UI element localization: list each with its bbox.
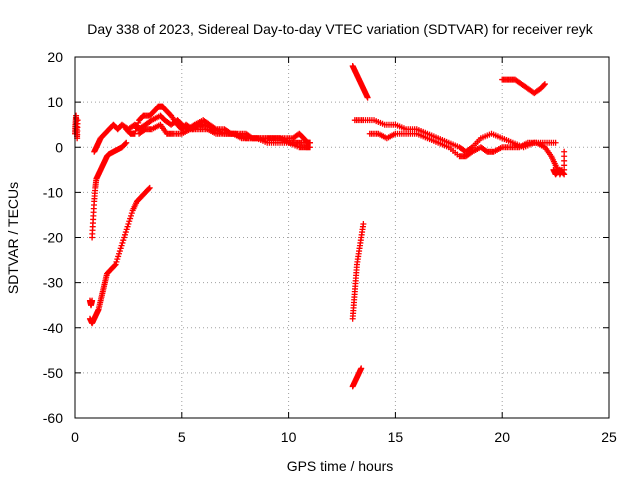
data-point <box>121 231 128 238</box>
data-point <box>125 220 132 227</box>
data-point <box>134 122 141 129</box>
y-tick-label: -30 <box>43 275 63 291</box>
data-point <box>135 119 142 126</box>
series-arc-b <box>89 139 130 241</box>
y-tick-label: -40 <box>43 320 63 336</box>
data-point <box>123 226 130 233</box>
grid-lines <box>75 57 609 418</box>
data-point <box>561 148 568 155</box>
x-tick-label: 20 <box>494 429 510 445</box>
data-point <box>358 365 365 372</box>
data-point <box>145 185 152 192</box>
series-arc-g <box>349 63 371 101</box>
series-arc-f2 <box>349 220 367 322</box>
data-point <box>541 81 548 88</box>
series-arc-j <box>499 76 548 97</box>
data-point <box>127 212 134 219</box>
data-point <box>360 220 367 227</box>
data-point <box>123 139 130 146</box>
series-arc-c <box>91 112 313 155</box>
data-point <box>114 256 121 263</box>
data-point <box>127 215 134 222</box>
plot-frame <box>74 56 610 419</box>
data-points <box>72 63 568 390</box>
data-point <box>133 125 140 132</box>
data-point <box>146 184 153 191</box>
data-point <box>560 170 567 177</box>
series-arc-e <box>136 121 313 146</box>
data-point <box>89 297 96 304</box>
series-arc-a2 <box>86 184 153 327</box>
data-point <box>118 242 125 249</box>
data-point <box>122 140 129 147</box>
data-point <box>132 128 139 135</box>
y-tick-label: -10 <box>43 184 63 200</box>
data-point <box>128 210 135 217</box>
data-point <box>306 139 313 146</box>
data-point <box>120 237 127 244</box>
data-point <box>113 258 120 265</box>
y-tick-label: -60 <box>43 410 63 426</box>
y-axis-label: SDTVAR / TECUs <box>5 182 21 294</box>
x-tick-label: 0 <box>71 429 79 445</box>
data-point <box>121 234 128 241</box>
series-arc-i <box>366 130 566 178</box>
data-point <box>552 139 559 146</box>
x-tick-label: 10 <box>281 429 297 445</box>
x-tick-label: 15 <box>388 429 404 445</box>
series-arc-k <box>550 148 568 178</box>
data-point <box>111 262 118 269</box>
data-point <box>74 117 81 124</box>
data-point <box>126 218 133 225</box>
axis-ticks: 0 5 10 15 20 25 -60 -50 -40 -30 -20 -10 0 10 20 <box>43 49 617 445</box>
series-arc-a1 <box>86 297 96 309</box>
data-point <box>117 245 124 252</box>
y-tick-label: -50 <box>43 365 63 381</box>
data-point <box>124 223 131 230</box>
data-point <box>112 261 119 268</box>
x-tick-label: 25 <box>601 429 617 445</box>
data-point <box>115 253 122 260</box>
data-point <box>119 239 126 246</box>
series-arc-f1 <box>349 365 365 390</box>
x-tick-label: 5 <box>178 429 186 445</box>
series-arc-start <box>72 112 81 142</box>
y-tick-label: 0 <box>55 139 63 155</box>
data-point <box>116 250 123 257</box>
chart-title: Day 338 of 2023, Sidereal Day-to-day VTE… <box>87 21 593 37</box>
y-tick-label: 20 <box>47 49 63 65</box>
data-point <box>122 229 129 236</box>
x-axis-label: GPS time / hours <box>287 458 394 474</box>
y-tick-label: 10 <box>47 94 63 110</box>
data-point <box>364 94 371 101</box>
y-tick-label: -20 <box>43 230 63 246</box>
data-point <box>541 81 548 88</box>
data-point <box>116 248 123 255</box>
